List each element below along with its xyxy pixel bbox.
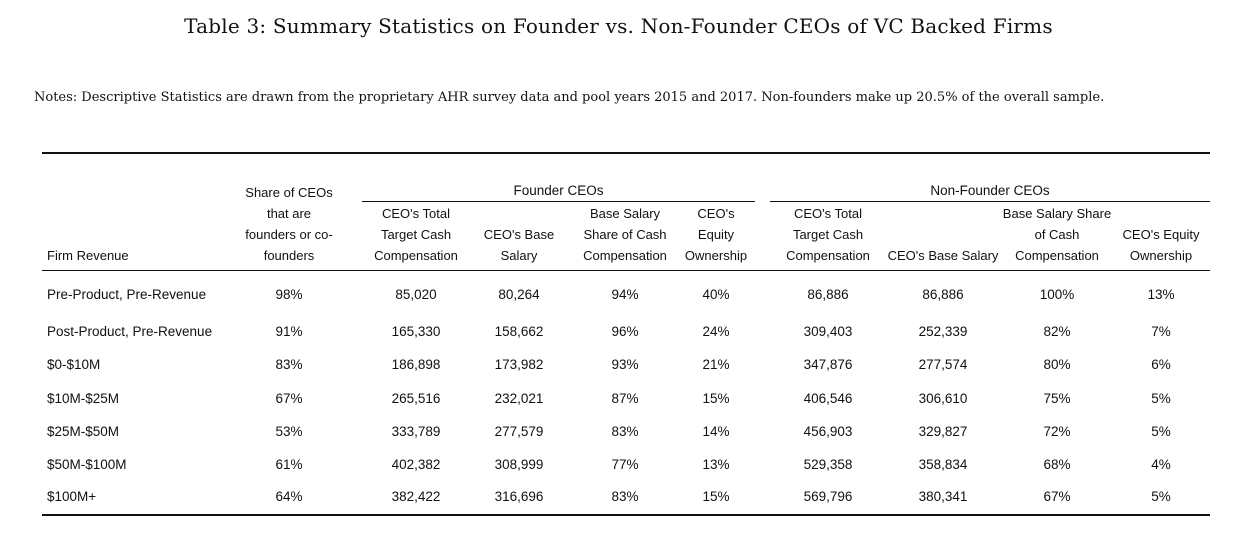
table-cell: 232,021 <box>494 391 544 406</box>
table-cell: 15% <box>702 391 730 406</box>
column-header-8: Base Salary Share of Cash Compensation <box>1002 206 1112 263</box>
table-cell: 24% <box>702 324 730 339</box>
group-header-nonfounder: Non-Founder CEOs <box>930 183 1050 198</box>
row-label: $0-$10M <box>47 357 101 372</box>
table-cell: 83% <box>611 489 639 504</box>
table-cell: 80,264 <box>498 287 540 302</box>
table-cell: 82% <box>1043 324 1071 339</box>
table-cell: 406,546 <box>803 391 853 406</box>
table-cell: 67% <box>1043 489 1071 504</box>
column-header-3: CEO's Base Salary <box>483 227 555 263</box>
table-cell: 14% <box>702 424 730 439</box>
table-cell: 94% <box>611 287 639 302</box>
group-header-founder: Founder CEOs <box>513 183 604 198</box>
column-header-1: Share of CEOs that are founders or co- f… <box>245 185 333 263</box>
table-cell: 358,834 <box>918 457 968 472</box>
table-cell: 173,982 <box>494 357 544 372</box>
row-label: $10M-$25M <box>47 391 120 406</box>
table-cell: 72% <box>1043 424 1071 439</box>
table-cell: 5% <box>1151 391 1171 406</box>
table-cell: 277,574 <box>918 357 968 372</box>
table-cell: 7% <box>1151 324 1171 339</box>
table-cell: 68% <box>1043 457 1071 472</box>
table-cell: 347,876 <box>803 357 853 372</box>
table-notes: Notes: Descriptive Statistics are drawn … <box>34 90 1105 105</box>
bottom-rule <box>42 514 1210 516</box>
table-cell: 93% <box>611 357 639 372</box>
table-title: Table 3: Summary Statistics on Founder v… <box>184 14 1053 38</box>
row-label: Pre-Product, Pre-Revenue <box>47 287 207 302</box>
table-cell: 186,898 <box>391 357 441 372</box>
table-cell: 98% <box>275 287 303 302</box>
table-cell: 158,662 <box>494 324 544 339</box>
table-cell: 309,403 <box>803 324 853 339</box>
table-cell: 529,358 <box>803 457 853 472</box>
row-label: $25M-$50M <box>47 424 120 439</box>
table-cell: 165,330 <box>391 324 441 339</box>
table-cell: 333,789 <box>391 424 441 439</box>
table-cell: 61% <box>275 457 303 472</box>
table-cell: 77% <box>611 457 639 472</box>
table-cell: 252,339 <box>918 324 968 339</box>
nonfounder-group-rule <box>770 201 1210 202</box>
table-cell: 5% <box>1151 424 1171 439</box>
row-label: $100M+ <box>47 489 97 504</box>
table-cell: 329,827 <box>918 424 968 439</box>
table-cell: 277,579 <box>494 424 544 439</box>
table-cell: 100% <box>1039 287 1075 302</box>
table-cell: 4% <box>1151 457 1171 472</box>
table-cell: 86,886 <box>922 287 964 302</box>
column-header-5: CEO's Equity Ownership <box>684 206 748 263</box>
table-cell: 380,341 <box>918 489 968 504</box>
table-cell: 85,020 <box>395 287 437 302</box>
table-cell: 75% <box>1043 391 1071 406</box>
column-header-4: Base Salary Share of Cash Compensation <box>583 206 667 263</box>
column-header-9: CEO's Equity Ownership <box>1122 227 1200 263</box>
table-cell: 40% <box>702 287 730 302</box>
table-cell: 80% <box>1043 357 1071 372</box>
top-rule <box>42 152 1210 154</box>
table-cell: 13% <box>1147 287 1175 302</box>
column-header-0: Firm Revenue <box>47 248 129 263</box>
table-cell: 96% <box>611 324 639 339</box>
header-rule <box>42 270 1210 271</box>
table-cell: 86,886 <box>807 287 849 302</box>
table-cell: 64% <box>275 489 303 504</box>
table-cell: 91% <box>275 324 303 339</box>
table-cell: 67% <box>275 391 303 406</box>
table-cell: 53% <box>275 424 303 439</box>
table-cell: 83% <box>611 424 639 439</box>
table-cell: 316,696 <box>494 489 544 504</box>
table-cell: 6% <box>1151 357 1171 372</box>
table-cell: 265,516 <box>391 391 441 406</box>
table-cell: 306,610 <box>918 391 968 406</box>
table-cell: 402,382 <box>391 457 441 472</box>
column-header-7: CEO's Base Salary <box>887 248 999 263</box>
table-cell: 83% <box>275 357 303 372</box>
row-label: Post-Product, Pre-Revenue <box>47 324 213 339</box>
table-cell: 87% <box>611 391 639 406</box>
column-header-2: CEO's Total Target Cash Compensation <box>374 206 458 263</box>
row-label: $50M-$100M <box>47 457 127 472</box>
table-cell: 13% <box>702 457 730 472</box>
founder-group-rule <box>362 201 755 202</box>
table-cell: 21% <box>702 357 730 372</box>
table-cell: 15% <box>702 489 730 504</box>
table-cell: 382,422 <box>391 489 441 504</box>
column-header-6: CEO's Total Target Cash Compensation <box>786 206 870 263</box>
table-cell: 5% <box>1151 489 1171 504</box>
table-cell: 456,903 <box>803 424 853 439</box>
table-cell: 308,999 <box>494 457 544 472</box>
table-cell: 569,796 <box>803 489 853 504</box>
